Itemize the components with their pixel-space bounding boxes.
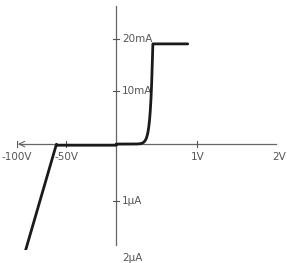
Text: 2μA: 2μA [122, 253, 142, 263]
Text: 1V: 1V [191, 152, 204, 162]
Text: 20mA: 20mA [122, 34, 152, 44]
Text: 2V: 2V [272, 152, 286, 162]
Text: 1μA: 1μA [122, 196, 142, 206]
Text: -50V: -50V [55, 152, 78, 162]
Text: 10mA: 10mA [122, 86, 152, 96]
Text: -100V: -100V [1, 152, 32, 162]
